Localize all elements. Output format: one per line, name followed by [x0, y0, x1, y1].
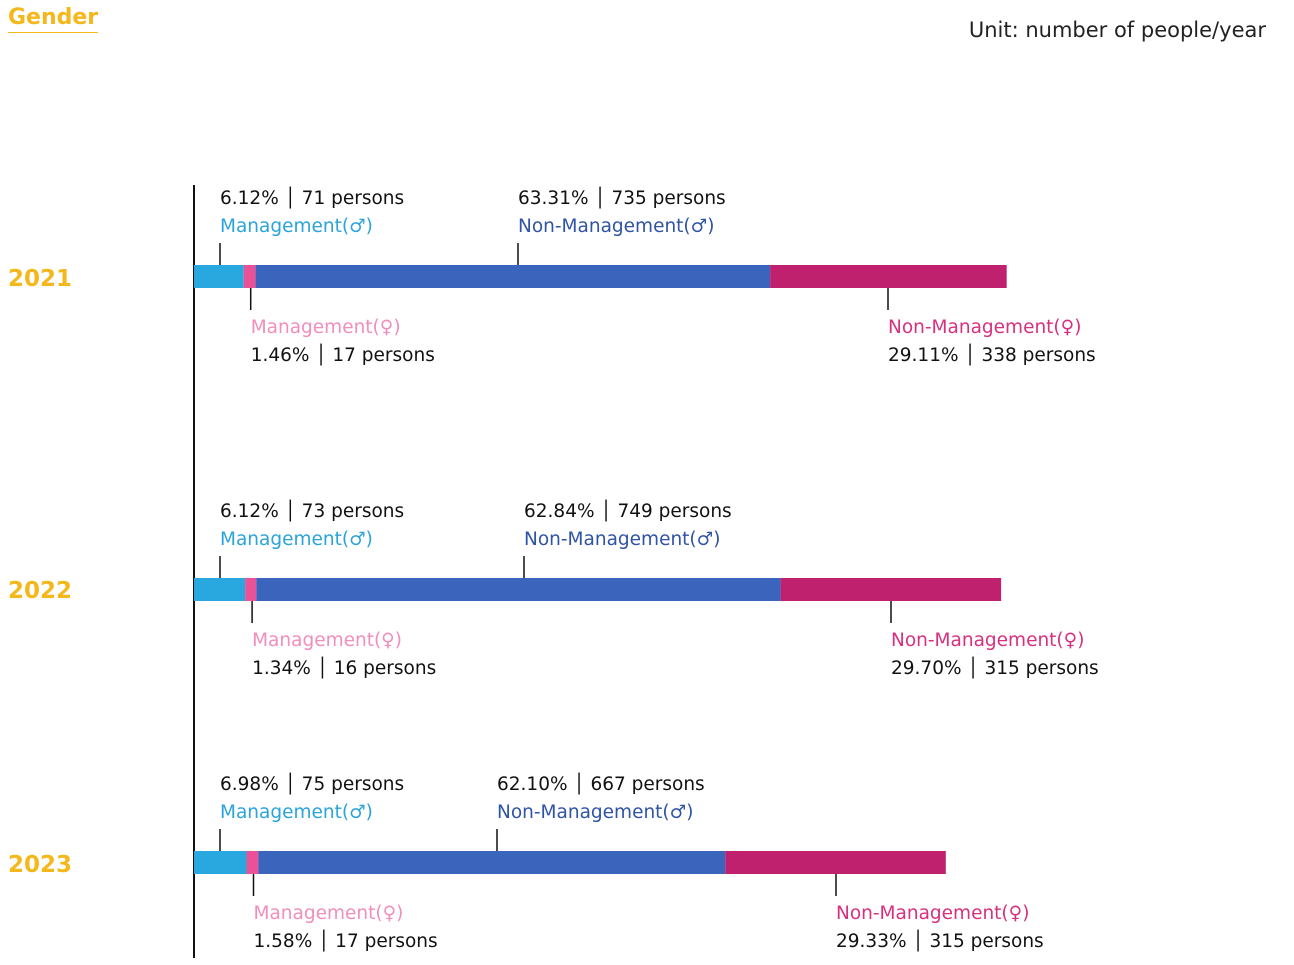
bar-mgmt_male-2022	[194, 578, 246, 601]
year-label-2021: 2021	[8, 266, 72, 292]
bar-nonmgmt_male-2021	[255, 265, 771, 288]
value-label-nonmgmt_male-2023: 62.10% │ 667 persons	[497, 772, 705, 795]
year-label-2023: 2023	[8, 852, 72, 878]
series-label-nonmgmt_female-2022: Non-Management(♀)	[891, 630, 1084, 651]
value-label-nonmgmt_female-2022: 29.70% │ 315 persons	[891, 656, 1099, 679]
bar-mgmt_female-2023	[246, 851, 259, 874]
series-label-nonmgmt_male-2023: Non-Management(♂)	[497, 802, 693, 823]
value-label-mgmt_female-2022: 1.34% │ 16 persons	[252, 656, 436, 679]
series-label-nonmgmt_female-2023: Non-Management(♀)	[836, 903, 1029, 924]
value-label-mgmt_male-2023: 6.98% │ 75 persons	[220, 772, 404, 795]
unit-label: Unit: number of people/year	[968, 18, 1266, 42]
bar-mgmt_female-2021	[243, 265, 256, 288]
bar-mgmt_male-2023	[194, 851, 247, 874]
value-label-mgmt_male-2021: 6.12% │ 71 persons	[220, 186, 404, 209]
bar-nonmgmt_male-2023	[258, 851, 726, 874]
value-label-mgmt_male-2022: 6.12% │ 73 persons	[220, 499, 404, 522]
value-label-nonmgmt_male-2021: 63.31% │ 735 persons	[518, 186, 726, 209]
bar-nonmgmt_male-2022	[256, 578, 781, 601]
value-label-nonmgmt_male-2022: 62.84% │ 749 persons	[524, 499, 732, 522]
year-label-2022: 2022	[8, 578, 72, 604]
series-label-mgmt_male-2021: Management(♂)	[220, 216, 373, 237]
series-label-mgmt_female-2021: Management(♀)	[251, 317, 401, 338]
value-label-mgmt_female-2021: 1.46% │ 17 persons	[251, 343, 435, 366]
value-label-mgmt_female-2023: 1.58% │ 17 persons	[254, 929, 438, 952]
series-label-mgmt_female-2023: Management(♀)	[254, 903, 404, 924]
bar-mgmt_female-2022	[245, 578, 257, 601]
series-label-nonmgmt_female-2021: Non-Management(♀)	[888, 317, 1081, 338]
series-label-mgmt_male-2022: Management(♂)	[220, 529, 373, 550]
bar-nonmgmt_female-2021	[770, 265, 1007, 288]
chart-title: Gender	[8, 5, 99, 33]
value-label-nonmgmt_female-2021: 29.11% │ 338 persons	[888, 343, 1096, 366]
series-label-nonmgmt_male-2022: Non-Management(♂)	[524, 529, 720, 550]
bar-mgmt_male-2021	[194, 265, 244, 288]
bar-nonmgmt_female-2023	[725, 851, 946, 874]
series-label-nonmgmt_male-2021: Non-Management(♂)	[518, 216, 714, 237]
value-label-nonmgmt_female-2023: 29.33% │ 315 persons	[836, 929, 1044, 952]
bar-nonmgmt_female-2022	[780, 578, 1002, 601]
series-label-mgmt_female-2022: Management(♀)	[252, 630, 402, 651]
series-label-mgmt_male-2023: Management(♂)	[220, 802, 373, 823]
